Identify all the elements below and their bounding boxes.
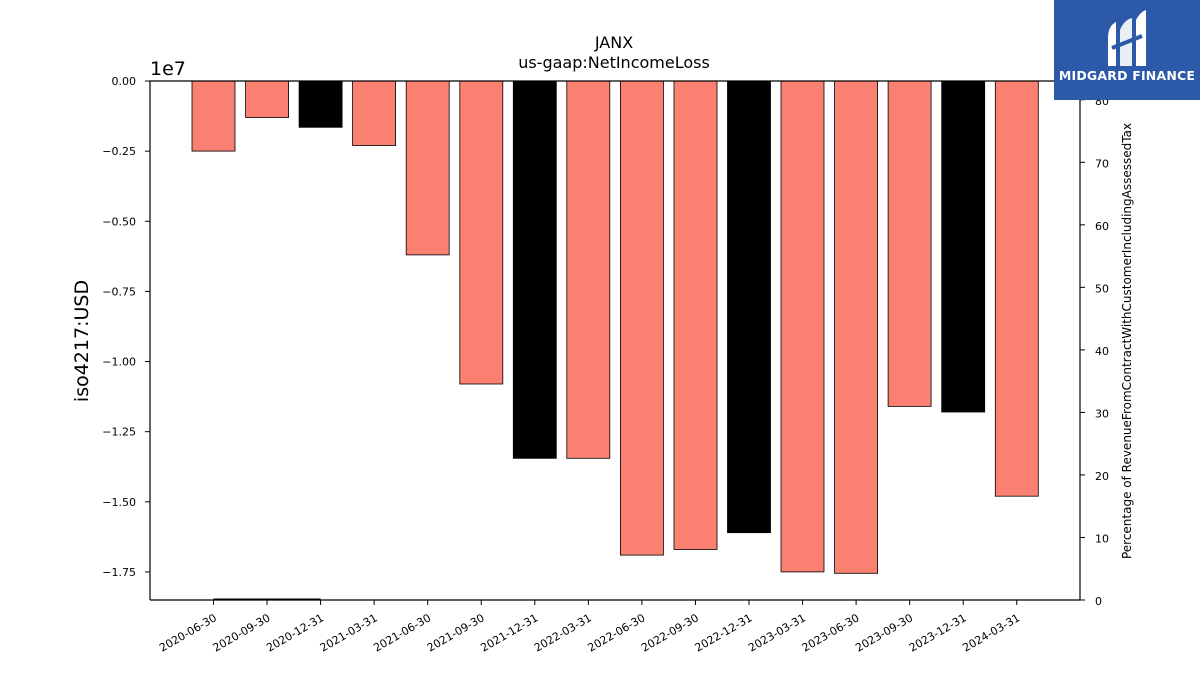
bar — [566, 80, 611, 459]
x-tick-label: 2023-09-30 — [853, 611, 915, 654]
bars-group — [191, 80, 1039, 601]
bar — [191, 80, 236, 152]
bar — [405, 80, 450, 256]
y-tick-label: −1.00 — [102, 356, 136, 369]
bar — [994, 80, 1039, 497]
bar — [298, 80, 343, 128]
y-tick-label: −0.25 — [102, 145, 136, 158]
y-tick-label: −1.25 — [102, 426, 136, 439]
y-tick-label: −0.75 — [102, 285, 136, 298]
y-tick-label: 0.00 — [112, 75, 137, 88]
bar — [352, 80, 397, 146]
x-tick-label: 2020-06-30 — [157, 611, 219, 654]
y2-axis-label: Percentage of RevenueFromContractWithCus… — [1120, 123, 1134, 559]
y2-tick-label: 60 — [1095, 220, 1109, 233]
x-tick-label: 2022-06-30 — [586, 611, 648, 654]
x-tick-label: 2021-06-30 — [371, 611, 433, 654]
brand-logo: MIDGARD FINANCE — [1054, 0, 1200, 100]
x-tick-label: 2022-09-30 — [639, 611, 701, 654]
x-tick-label: 2023-12-31 — [907, 611, 969, 654]
bar — [673, 80, 718, 550]
bar — [834, 80, 878, 574]
bar — [941, 80, 986, 413]
y-offset-label: 1e7 — [150, 58, 186, 80]
chart-title: JANX — [594, 33, 633, 52]
bar — [727, 80, 771, 534]
x-tick-label: 2021-12-31 — [478, 611, 540, 654]
x-tick-label: 2023-06-30 — [800, 611, 862, 654]
x-tick-label: 2020-12-31 — [264, 611, 326, 654]
y2-tick-label: 50 — [1095, 282, 1109, 295]
y2-tick-label: 70 — [1095, 157, 1109, 170]
x-tick-label: 2023-03-31 — [746, 611, 808, 654]
x-tick-label: 2022-03-31 — [532, 611, 594, 654]
x-tick-label: 2021-03-31 — [318, 611, 380, 654]
y-tick-label: −0.50 — [102, 215, 136, 228]
y2-tick-label: 20 — [1095, 470, 1109, 483]
logo-mark-icon — [1108, 10, 1146, 66]
x-tick-label: 2021-09-30 — [425, 611, 487, 654]
x-tick-label: 2020-09-30 — [211, 611, 273, 654]
bar — [887, 80, 932, 407]
x-tick-label: 2022-12-31 — [693, 611, 755, 654]
y2-tick-label: 30 — [1095, 407, 1109, 420]
y-tick-label: −1.75 — [102, 566, 136, 579]
bar — [780, 80, 825, 573]
logo-text: MIDGARD FINANCE — [1058, 68, 1196, 83]
y2-tick-label: 0 — [1095, 595, 1102, 608]
y2-tick-label: 10 — [1095, 532, 1109, 545]
y2-tick-label: 40 — [1095, 345, 1109, 358]
bar — [512, 80, 557, 459]
bar — [459, 80, 504, 385]
chart-subtitle: us-gaap:NetIncomeLoss — [518, 53, 710, 72]
y-tick-label: −1.50 — [102, 496, 136, 509]
y-axis-label: iso4217:USD — [71, 280, 93, 402]
x-tick-label: 2024-03-31 — [960, 611, 1022, 654]
bar — [245, 80, 290, 118]
bar — [620, 80, 664, 556]
